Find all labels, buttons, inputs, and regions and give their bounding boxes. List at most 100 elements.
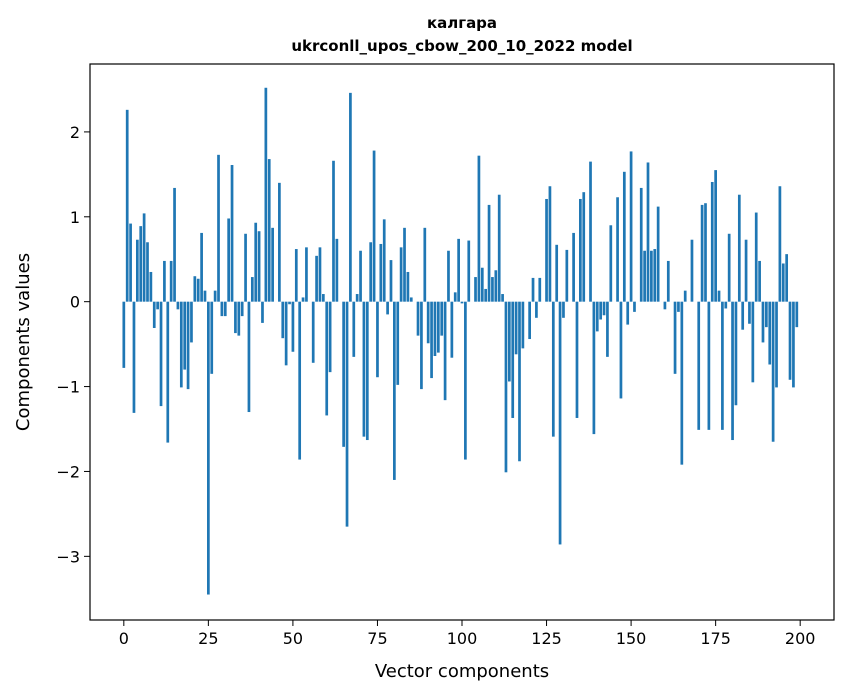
bar-82 <box>399 247 403 302</box>
bar-77 <box>382 219 386 302</box>
bar-166 <box>683 290 687 302</box>
bar-148 <box>622 171 626 302</box>
bar-146 <box>616 197 619 302</box>
bar-5 <box>139 226 143 302</box>
bar-75 <box>376 301 379 378</box>
x-axis-ticks: 0 25 50 75 100 125 150 175 200 <box>119 620 816 648</box>
bar-190 <box>765 301 768 328</box>
bar-92 <box>433 301 437 357</box>
bar-40 <box>257 231 261 302</box>
bar-112 <box>501 294 504 302</box>
bar-168 <box>690 239 694 302</box>
y-tick-label: −2 <box>56 462 80 481</box>
bar-53 <box>301 297 305 302</box>
bar-4 <box>135 239 139 302</box>
bar-36 <box>244 233 247 302</box>
bar-104 <box>474 277 477 302</box>
bar-73 <box>369 242 373 302</box>
bar-17 <box>179 301 183 388</box>
bar-91 <box>430 301 433 379</box>
bar-68 <box>352 301 356 357</box>
bar-194 <box>778 186 782 302</box>
bar-188 <box>758 260 761 302</box>
bar-97 <box>450 301 454 358</box>
bar-99 <box>457 238 460 302</box>
y-tick-label: 1 <box>70 208 80 227</box>
bar-160 <box>663 301 667 310</box>
y-axis-ticks: −3 −2 −1 0 1 2 <box>56 123 90 566</box>
bar-14 <box>169 260 173 302</box>
bar-80 <box>393 301 396 480</box>
bar-3 <box>132 301 136 413</box>
bar-88 <box>420 301 423 390</box>
x-tick-label: 200 <box>785 629 816 648</box>
bar-174 <box>710 181 714 302</box>
bar-94 <box>440 301 444 336</box>
bar-79 <box>389 260 393 302</box>
bar-13 <box>166 301 170 443</box>
bar-72 <box>365 301 369 441</box>
bar-125 <box>545 198 548 302</box>
bar-127 <box>551 301 555 437</box>
bar-176 <box>717 290 721 302</box>
bar-115 <box>511 301 515 418</box>
bar-35 <box>240 301 244 317</box>
bar-117 <box>518 301 521 462</box>
bar-95 <box>443 301 447 401</box>
bar-87 <box>416 301 420 336</box>
bar-0 <box>122 301 126 368</box>
bar-23 <box>200 232 203 302</box>
bar-111 <box>497 194 501 302</box>
y-tick-label: 2 <box>70 123 80 142</box>
bar-16 <box>176 301 180 310</box>
bar-47 <box>281 301 285 339</box>
bar-42 <box>264 87 268 302</box>
x-tick-label: 0 <box>119 629 129 648</box>
bar-143 <box>606 301 609 357</box>
bar-123 <box>538 277 542 302</box>
bar-9 <box>152 301 156 328</box>
bar-165 <box>680 301 684 465</box>
bar-157 <box>653 249 657 302</box>
bar-84 <box>406 271 410 302</box>
bar-197 <box>788 301 792 380</box>
bar-116 <box>514 301 518 355</box>
plot-frame <box>89 63 835 621</box>
bar-141 <box>599 301 603 320</box>
bars-group <box>122 87 799 595</box>
bar-11 <box>159 301 163 407</box>
bar-135 <box>579 198 582 302</box>
bar-110 <box>494 270 498 302</box>
chart-title-line2: ukrconll_upos_cbow_200_10_2022 model <box>291 37 632 55</box>
bar-39 <box>254 222 258 302</box>
bar-131 <box>565 249 569 302</box>
bar-89 <box>423 227 427 302</box>
bar-196 <box>785 254 789 302</box>
bar-151 <box>633 301 636 312</box>
y-tick-label: −3 <box>56 547 80 566</box>
bar-126 <box>548 186 552 302</box>
bar-15 <box>173 187 176 302</box>
x-tick-label: 25 <box>198 629 218 648</box>
bar-113 <box>504 301 508 473</box>
bar-189 <box>761 301 765 343</box>
bar-21 <box>193 276 197 302</box>
bar-83 <box>403 227 406 302</box>
bar-29 <box>220 301 224 317</box>
x-tick-label: 100 <box>447 629 478 648</box>
bar-178 <box>724 301 728 309</box>
bar-186 <box>751 301 755 383</box>
bar-149 <box>626 301 630 325</box>
bar-140 <box>595 301 599 332</box>
bar-102 <box>467 240 471 302</box>
bar-114 <box>507 301 511 382</box>
bar-138 <box>589 161 592 302</box>
bar-107 <box>484 288 488 302</box>
bar-78 <box>386 301 389 315</box>
bar-133 <box>572 232 575 302</box>
bar-179 <box>727 233 731 302</box>
y-tick-label: −1 <box>56 378 80 397</box>
bar-147 <box>619 301 623 399</box>
bar-191 <box>768 301 772 365</box>
bar-163 <box>673 301 677 374</box>
